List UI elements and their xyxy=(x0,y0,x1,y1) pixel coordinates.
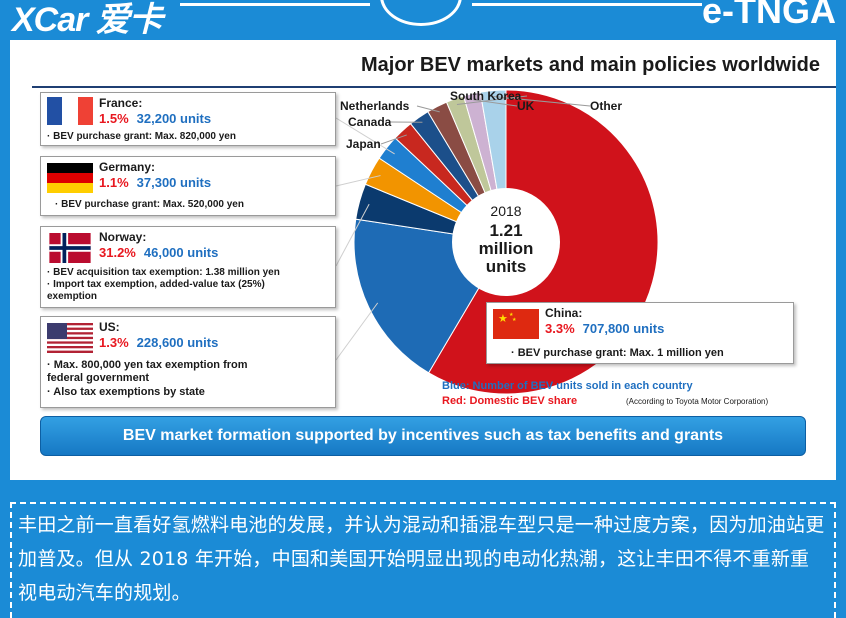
pie-label-south-korea: South Korea xyxy=(450,89,522,103)
slide-title: Major BEV markets and main policies worl… xyxy=(360,54,820,76)
article-caption: 丰田之前一直看好氢燃料电池的发展，并认为混动和插混车型只是一种过度方案，因为加油… xyxy=(18,514,825,604)
pie-label-netherlands: Netherlands xyxy=(340,99,410,113)
slide: Major BEV markets and main policies worl… xyxy=(10,40,836,480)
policy-line: · Max. 800,000 yen tax exemption from xyxy=(47,359,248,371)
china-infobox: ★ ★ ★ China: 3.3% 707,800 units · BEV purch… xyxy=(486,302,794,364)
caption-frame xyxy=(10,502,836,618)
title-rule xyxy=(32,86,836,88)
etnga-logo: e-TNGA xyxy=(702,0,836,31)
us-infobox: US: 1.3% 228,600 units · Max. 800,000 yen… xyxy=(40,316,336,408)
domestic-share: 1.3% xyxy=(99,335,129,350)
svg-text:★: ★ xyxy=(498,313,508,325)
callout-line xyxy=(335,117,395,155)
domestic-share: 3.3% xyxy=(545,321,575,336)
country-name: France: xyxy=(99,96,143,110)
country-stat: 1.3% 228,600 units xyxy=(99,335,218,350)
units-sold: 707,800 units xyxy=(582,321,665,336)
policy-line: federal government xyxy=(47,372,150,384)
policy-line: · Import tax exemption, added-value tax … xyxy=(47,279,265,290)
pie-label-other: Other xyxy=(590,99,622,113)
policy-line: exemption xyxy=(47,291,98,302)
units-sold: 37,300 units xyxy=(136,175,212,190)
policy-line: · BEV purchase grant: Max. 1 million yen xyxy=(511,347,724,359)
center-total-value: 1.21 xyxy=(489,221,522,240)
country-name: Germany: xyxy=(99,160,156,174)
units-sold: 32,200 units xyxy=(136,111,212,126)
header-divider-left xyxy=(180,3,370,6)
units-sold: 228,600 units xyxy=(136,335,219,350)
norway-flag-icon xyxy=(47,233,93,263)
banner-text: BEV market formation supported by incent… xyxy=(122,427,724,444)
header-divider-right xyxy=(472,3,702,6)
policy-line: · BEV purchase grant: Max. 520,000 yen xyxy=(55,199,244,210)
leader-line xyxy=(380,134,407,145)
us-flag-icon xyxy=(47,323,93,353)
country-name: China: xyxy=(545,306,583,320)
svg-text:★: ★ xyxy=(512,317,517,323)
pie-label-japan: Japan xyxy=(346,137,381,151)
policy-line: · Also tax exemptions by state xyxy=(47,386,205,398)
leader-line xyxy=(473,99,518,107)
callout-line xyxy=(335,302,379,361)
legend-red: Red: Domestic BEV share xyxy=(442,395,578,407)
conclusion-banner: BEV market formation supported by incent… xyxy=(40,416,806,456)
country-stat: 3.3% 707,800 units xyxy=(545,321,664,336)
country-stat: 31.2% 46,000 units xyxy=(99,245,218,260)
country-stat: 1.5% 32,200 units xyxy=(99,111,211,126)
callout-line xyxy=(335,203,370,267)
country-name: US: xyxy=(99,320,120,334)
callout-line xyxy=(335,175,381,187)
country-name: Norway: xyxy=(99,230,147,244)
leader-line xyxy=(416,105,440,113)
china-flag-icon: ★ ★ ★ xyxy=(493,309,539,339)
xcar-logo: XCar 爱卡 xyxy=(12,1,163,34)
pie-center-hole xyxy=(452,188,560,296)
pie-label-uk: UK xyxy=(517,99,535,113)
leader-line xyxy=(493,96,591,107)
header-bar: XCar 爱卡 e-TNGA xyxy=(0,0,846,34)
units-sold: 46,000 units xyxy=(143,245,219,260)
france-flag-icon xyxy=(47,97,93,125)
country-stat: 1.1% 37,300 units xyxy=(99,175,211,190)
toyota-logo-icon xyxy=(380,0,462,26)
center-year: 2018 xyxy=(490,203,521,219)
germany-flag-icon xyxy=(47,163,93,193)
policy-line: · BEV acquisition tax exemption: 1.38 mi… xyxy=(47,267,280,278)
domestic-share: 1.5% xyxy=(99,111,129,126)
domestic-share: 1.1% xyxy=(99,175,129,190)
source-note: (According to Toyota Motor Corporation) xyxy=(626,397,769,406)
germany-infobox: Germany: 1.1% 37,300 units · BEV purchase… xyxy=(40,156,336,216)
leader-line xyxy=(456,95,528,105)
policy-line: · BEV purchase grant: Max. 820,000 yen xyxy=(47,131,236,142)
norway-infobox: Norway: 31.2% 46,000 units · BEV acquisit… xyxy=(40,226,336,308)
legend-blue: Blue: Number of BEV units sold in each c… xyxy=(442,380,693,392)
domestic-share: 31.2% xyxy=(99,245,136,260)
pie-label-canada: Canada xyxy=(348,115,392,129)
france-infobox: France: 1.5% 32,200 units · BEV purchase … xyxy=(40,92,336,146)
center-total-label: units xyxy=(486,257,527,276)
svg-text:★: ★ xyxy=(509,312,514,318)
center-total-unit: million xyxy=(479,239,534,258)
